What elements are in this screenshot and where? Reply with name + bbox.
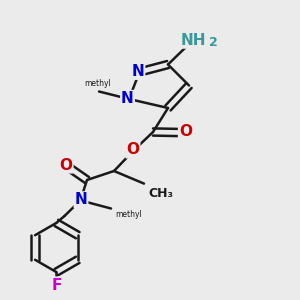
Text: methyl: methyl (84, 79, 111, 88)
Text: N: N (132, 64, 144, 79)
Text: NH: NH (181, 33, 206, 48)
Text: CH₃: CH₃ (148, 187, 173, 200)
Text: O: O (59, 158, 73, 172)
Text: O: O (126, 142, 140, 158)
Text: methyl: methyl (116, 210, 142, 219)
Text: F: F (51, 278, 62, 292)
Text: N: N (121, 91, 134, 106)
Text: N: N (75, 192, 87, 207)
Text: O: O (179, 124, 192, 140)
Text: 2: 2 (208, 36, 217, 49)
